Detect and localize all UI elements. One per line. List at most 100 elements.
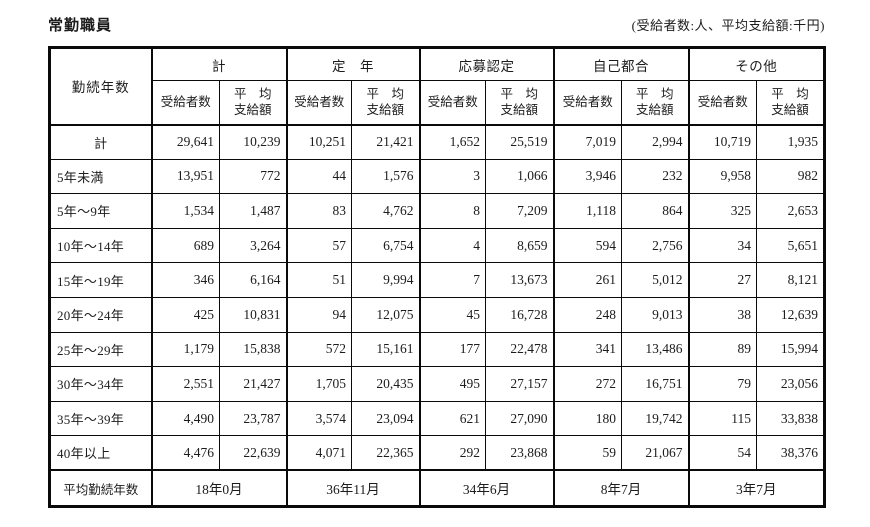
average-service-years-row: 平均勤続年数 18年0月 36年11月 34年6月 8年7月 3年7月 (49, 469, 825, 507)
data-cell: 3,574 (285, 400, 352, 437)
data-cell: 621 (418, 400, 486, 437)
subcol-recipients: 受給者数 (150, 80, 220, 126)
data-cell: 29,641 (150, 124, 220, 160)
row-label: 25年〜29年 (49, 331, 152, 368)
data-cell: 325 (687, 193, 757, 229)
row-label: 5年〜9年 (49, 193, 152, 229)
data-cell: 23,868 (485, 435, 554, 471)
table-row: 計 29,641 10,239 10,251 21,421 1,652 25,5… (49, 124, 825, 160)
data-cell: 232 (621, 158, 689, 195)
data-cell: 19,742 (621, 400, 689, 437)
row-label: 平均勤続年数 (49, 469, 152, 507)
col-group-total: 計 (150, 47, 287, 81)
data-cell: 13,951 (150, 158, 220, 195)
data-cell: 4,762 (351, 193, 420, 229)
data-cell: 22,365 (351, 435, 420, 471)
data-cell: 272 (552, 366, 622, 402)
data-cell: 23,056 (756, 366, 825, 402)
data-cell: 89 (687, 331, 757, 368)
table-row: 5年未満 13,951 772 44 1,576 3 1,066 3,946 2… (49, 158, 825, 195)
data-cell: 1,576 (351, 158, 420, 195)
data-cell: 495 (418, 366, 486, 402)
data-cell: 22,478 (485, 331, 554, 368)
data-cell: 7 (418, 262, 486, 298)
data-cell: 12,075 (351, 296, 420, 333)
table-title: 常勤職員 (48, 18, 113, 34)
data-cell: 4,490 (150, 400, 220, 437)
footer-value-application-certified: 34年6月 (418, 469, 554, 507)
data-cell: 689 (150, 227, 220, 264)
data-cell: 4 (418, 227, 486, 264)
data-cell: 4,071 (285, 435, 352, 471)
table-row: 35年〜39年 4,490 23,787 3,574 23,094 621 27… (49, 400, 825, 437)
data-cell: 10,251 (285, 124, 352, 160)
row-label: 40年以上 (49, 435, 152, 471)
data-cell: 15,994 (756, 331, 825, 368)
data-cell: 115 (687, 400, 757, 437)
data-cell: 33,838 (756, 400, 825, 437)
data-cell: 27 (687, 262, 757, 298)
data-cell: 864 (621, 193, 689, 229)
data-cell: 180 (552, 400, 622, 437)
data-cell: 2,994 (621, 124, 689, 160)
data-cell: 45 (418, 296, 486, 333)
data-cell: 3,946 (552, 158, 622, 195)
data-cell: 21,067 (621, 435, 689, 471)
data-cell: 25,519 (485, 124, 554, 160)
footer-value-mandatory-retirement: 36年11月 (285, 469, 420, 507)
col-header-years-of-service: 勤続年数 (49, 47, 152, 126)
data-cell: 16,751 (621, 366, 689, 402)
data-cell: 23,094 (351, 400, 420, 437)
data-cell: 23,787 (219, 400, 287, 437)
data-cell: 261 (552, 262, 622, 298)
data-cell: 79 (687, 366, 757, 402)
data-cell: 9,013 (621, 296, 689, 333)
data-cell: 1,652 (418, 124, 486, 160)
data-cell: 34 (687, 227, 757, 264)
data-cell: 38 (687, 296, 757, 333)
subcol-average: 平 均 支給額 (219, 80, 287, 126)
data-cell: 2,653 (756, 193, 825, 229)
footer-value-other: 3年7月 (687, 469, 825, 507)
data-cell: 57 (285, 227, 352, 264)
data-cell: 6,754 (351, 227, 420, 264)
row-label: 35年〜39年 (49, 400, 152, 437)
data-cell: 54 (687, 435, 757, 471)
data-cell: 10,831 (219, 296, 287, 333)
data-cell: 13,673 (485, 262, 554, 298)
data-cell: 292 (418, 435, 486, 471)
data-cell: 1,487 (219, 193, 287, 229)
data-cell: 38,376 (756, 435, 825, 471)
data-cell: 27,157 (485, 366, 554, 402)
col-group-mandatory-retirement: 定 年 (285, 47, 420, 81)
data-cell: 20,435 (351, 366, 420, 402)
row-label: 5年未満 (49, 158, 152, 195)
data-cell: 2,551 (150, 366, 220, 402)
data-cell: 1,534 (150, 193, 220, 229)
data-cell: 982 (756, 158, 825, 195)
footer-value-total: 18年0月 (150, 469, 287, 507)
data-cell: 248 (552, 296, 622, 333)
subcol-average: 平 均 支給額 (621, 80, 689, 126)
data-cell: 425 (150, 296, 220, 333)
data-cell: 27,090 (485, 400, 554, 437)
data-cell: 1,935 (756, 124, 825, 160)
col-group-personal-reasons: 自己都合 (552, 47, 689, 81)
subcol-average: 平 均 支給額 (485, 80, 554, 126)
data-cell: 7,019 (552, 124, 622, 160)
subcol-recipients: 受給者数 (285, 80, 352, 126)
data-cell: 44 (285, 158, 352, 195)
footer-value-personal-reasons: 8年7月 (552, 469, 689, 507)
row-label: 20年〜24年 (49, 296, 152, 333)
data-cell: 4,476 (150, 435, 220, 471)
data-cell: 16,728 (485, 296, 554, 333)
row-label: 10年〜14年 (49, 227, 152, 264)
header-sub-row: 受給者数 平 均 支給額 受給者数 平 均 支給額 受給者数 平 均 支給額 受… (50, 80, 825, 126)
data-cell: 1,179 (150, 331, 220, 368)
data-cell: 594 (552, 227, 622, 264)
data-cell: 10,239 (219, 124, 287, 160)
data-cell: 3 (418, 158, 486, 195)
subcol-average: 平 均 支給額 (351, 80, 420, 126)
data-cell: 346 (150, 262, 220, 298)
data-cell: 22,639 (219, 435, 287, 471)
